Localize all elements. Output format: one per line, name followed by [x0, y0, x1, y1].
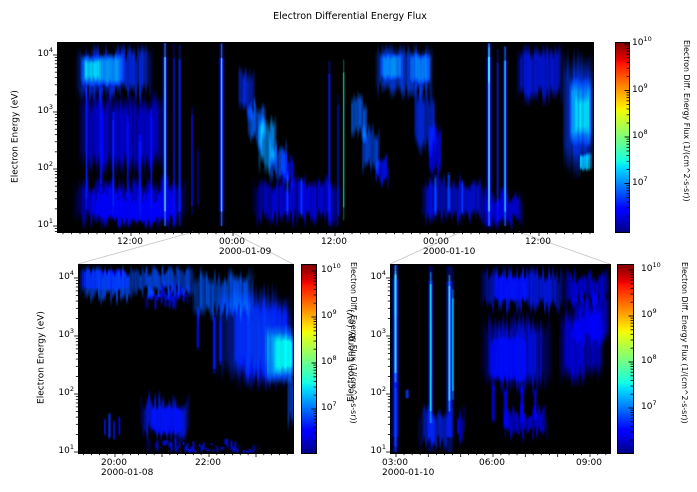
y-tick-label: 102	[58, 385, 74, 398]
x-tick-date: 2000-01-09	[219, 247, 272, 257]
y-tick-label: 103	[58, 327, 74, 340]
colorbar-label-bottom-left: Electron Diff. Energy Flux (1/(cm^2-s-sr…	[349, 262, 358, 424]
x-tick-label: 06:00	[479, 458, 505, 468]
colorbar-label-bottom-right: Electron Diff. Energy Flux (1/(cm^2-s-sr…	[680, 262, 689, 424]
colorbar-tick-label: 108	[641, 353, 657, 366]
y-tick-label: 103	[370, 327, 386, 340]
y-tick-label: 101	[37, 217, 53, 230]
colorbar-tick-label: 108	[321, 354, 337, 367]
figure-title: Electron Differential Energy Flux	[273, 11, 427, 22]
x-tick-label: 12:00	[321, 237, 347, 247]
spectrogram-bottom-right-canvas	[390, 264, 610, 453]
x-tick-date: 2000-01-10	[382, 468, 435, 478]
colorbar-tick-label: 109	[321, 308, 337, 321]
colorbar-tick-label: 108	[632, 128, 648, 141]
colorbar-tick-label: 1010	[641, 261, 661, 274]
y-axis-label-bottom-left: Electron Energy (eV)	[36, 311, 47, 404]
colorbar-tick-label: 107	[641, 399, 657, 412]
y-tick-label: 102	[370, 385, 386, 398]
colorbar-tick-label: 107	[632, 174, 648, 188]
y-tick-label: 104	[58, 269, 74, 282]
colorbar-label-top: Electron Diff. Energy Flux (1/(cm^2-s-sr…	[682, 40, 691, 202]
x-tick-date: 2000-01-08	[101, 468, 154, 478]
y-tick-label: 102	[37, 160, 53, 173]
colorbar-tick-label: 1010	[321, 262, 341, 275]
colorbar-tick-label: 107	[321, 400, 337, 413]
x-tick-label: 20:00 2000-01-08	[101, 458, 154, 478]
y-tick-label: 103	[37, 103, 53, 116]
colorbar-tick-label: 109	[641, 307, 657, 320]
x-tick-label: 22:00	[195, 458, 221, 468]
y-tick-label: 104	[37, 46, 53, 59]
colorbar-bottom-right-canvas	[617, 264, 633, 453]
x-tick-label: 03:00 2000-01-10	[382, 458, 435, 478]
y-tick-label: 101	[58, 443, 74, 456]
spectrogram-bottom-left-canvas	[78, 264, 293, 453]
colorbar-bottom-left-canvas	[301, 264, 316, 453]
spectrogram-top-canvas	[57, 42, 593, 232]
colorbar-top-canvas	[615, 42, 629, 232]
x-tick-date: 2000-01-10	[423, 247, 476, 257]
y-tick-label: 101	[370, 443, 386, 456]
x-tick-label: 00:00 2000-01-09	[219, 237, 272, 257]
x-tick-label: 00:00 2000-01-10	[423, 237, 476, 257]
x-tick-label: 12:00	[525, 237, 551, 247]
colorbar-tick-label: 1010	[632, 35, 652, 48]
colorbar-tick-label: 109	[632, 81, 648, 95]
y-tick-label: 104	[370, 269, 386, 282]
y-axis-label-top: Electron Energy (eV)	[10, 90, 21, 183]
x-tick-label: 09:00	[576, 458, 602, 468]
x-tick-label: 12:00	[117, 237, 143, 247]
